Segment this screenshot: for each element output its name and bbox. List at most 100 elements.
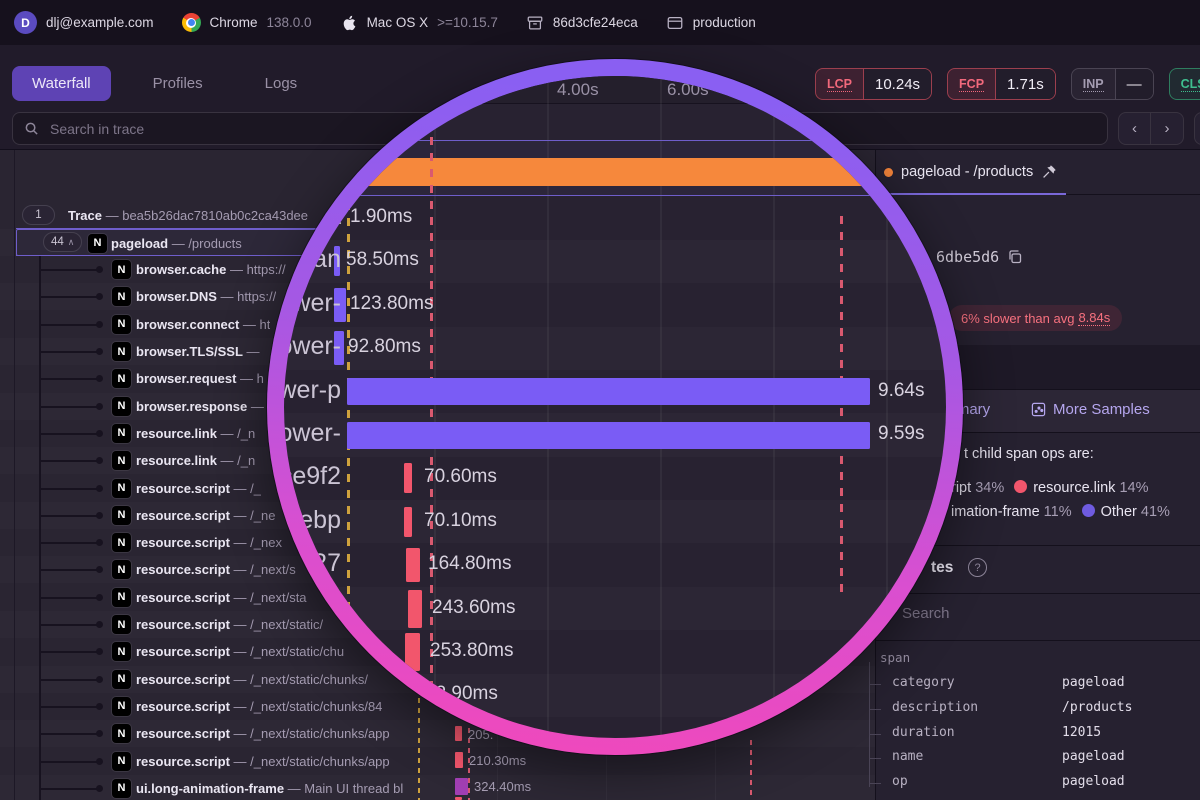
vital-inp[interactable]: INP — — [1070, 68, 1154, 100]
tab-profiles[interactable]: Profiles — [152, 75, 203, 92]
tree-connector — [39, 323, 101, 326]
pin-icon[interactable] — [1041, 164, 1057, 180]
lens-text-fragment: lan — [307, 245, 341, 274]
span-bar[interactable] — [455, 752, 463, 768]
span-op: ui.long-animation-frame — [136, 780, 285, 796]
separator: — — [284, 780, 305, 796]
lens-text-fragment: ower- — [284, 332, 341, 361]
span-desc: /_next/sta — [250, 589, 307, 605]
op-percent: 14% — [1119, 480, 1149, 496]
tree-dot — [96, 730, 103, 738]
tree-connector — [39, 596, 101, 599]
nextjs-icon: N — [112, 423, 131, 443]
more-samples-link[interactable]: More Samples — [1031, 401, 1150, 418]
vital-label: INP — [1071, 69, 1116, 99]
prev-result-button[interactable]: ‹ — [1118, 112, 1151, 145]
span-duration-label: 210.30ms — [469, 753, 527, 768]
magnifier-content: 00s 4.00s 6.00s 1.90ms a 58.50ms lan 123.80m… — [284, 76, 946, 738]
lens-marker-pink — [840, 216, 843, 596]
op-label: Other — [1100, 504, 1137, 520]
span-label: ui.long-animation-frame — Main UI thread… — [136, 775, 403, 800]
nextjs-icon: N — [112, 642, 131, 662]
browser-name: Chrome — [209, 15, 258, 30]
nextjs-icon: N — [112, 615, 131, 634]
span-bar[interactable] — [455, 726, 462, 741]
lens-duration-label: 164.80ms — [428, 553, 512, 575]
separator: — — [229, 698, 251, 714]
tree-row[interactable]: 1 Trace — bea5b26dac7810ab0c2ca43dee — [0, 202, 875, 229]
op-label: resource.link — [1033, 480, 1116, 496]
lens-row-stripe — [284, 587, 946, 630]
view-tabs: Waterfall Profiles Logs — [12, 66, 317, 101]
span-op: resource.script — [136, 480, 230, 496]
avg-value[interactable]: 8.84s — [1078, 310, 1111, 326]
attributes-search[interactable] — [876, 594, 1200, 641]
nextjs-icon: N — [112, 314, 131, 334]
span-desc: bea5b26dac7810ab0c2ca43dee — [122, 207, 309, 223]
next-result-button[interactable]: › — [1151, 112, 1184, 145]
vital-fcp[interactable]: FCP 1.71s — [947, 68, 1056, 100]
release-item: 86d3cfe24eca — [526, 14, 638, 32]
vital-label: CLS — [1169, 69, 1200, 99]
child-ops-line-2: imation-frame 11% Other 41% — [951, 504, 1170, 520]
span-bar[interactable] — [455, 778, 468, 795]
vital-value: 1.71s — [996, 69, 1055, 99]
op-label: imation-frame — [951, 504, 1040, 520]
tab-waterfall[interactable]: Waterfall — [12, 66, 111, 101]
user-item[interactable]: D dlj@example.com — [14, 11, 154, 34]
separator: — — [226, 262, 247, 278]
tree-dot — [96, 484, 103, 492]
resource-link-dot-icon — [1014, 480, 1028, 493]
marker-line-pink — [750, 740, 752, 800]
span-label: browser.DNS — https:// — [136, 283, 276, 310]
search-nav: ‹ › — [1118, 112, 1184, 145]
slower-than-avg-badge: 6% slower than avg 8.84s — [949, 305, 1123, 331]
span-bar[interactable] — [455, 797, 462, 800]
lens-duration-label: 70.60ms — [424, 466, 497, 488]
lens-duration-label: 123.80ms — [350, 292, 434, 314]
span-desc: /_next/static/chunks/app — [250, 753, 390, 769]
attributes-search-input[interactable] — [900, 604, 1180, 623]
nextjs-icon: N — [112, 587, 131, 607]
nextjs-icon: N — [112, 478, 131, 498]
help-icon[interactable]: ? — [968, 558, 987, 577]
vital-cls[interactable]: CLS0 — [1168, 68, 1200, 100]
lens-text-fragment: 527 — [299, 549, 341, 578]
row-count-badge[interactable]: 1 — [22, 205, 55, 225]
os-name: Mac OS X — [366, 15, 429, 30]
tree-dot — [96, 320, 103, 328]
span-op: Trace — [68, 207, 102, 223]
lens-pageload-bar — [284, 158, 946, 186]
event-id[interactable]: 6dbe5d6 — [936, 248, 1023, 266]
slower-text: 6% slower than avg — [961, 310, 1075, 326]
span-op: resource.script — [136, 589, 230, 605]
span-op: browser.cache — [136, 262, 227, 278]
separator: — — [229, 480, 251, 496]
nextjs-icon: N — [112, 505, 131, 525]
axis-tick: 6.00s — [667, 80, 709, 99]
lens-span-bar — [408, 589, 422, 628]
nextjs-icon: N — [112, 696, 131, 716]
copy-icon[interactable] — [1007, 249, 1023, 265]
expand-badge[interactable]: 44 ∧ — [43, 232, 83, 253]
